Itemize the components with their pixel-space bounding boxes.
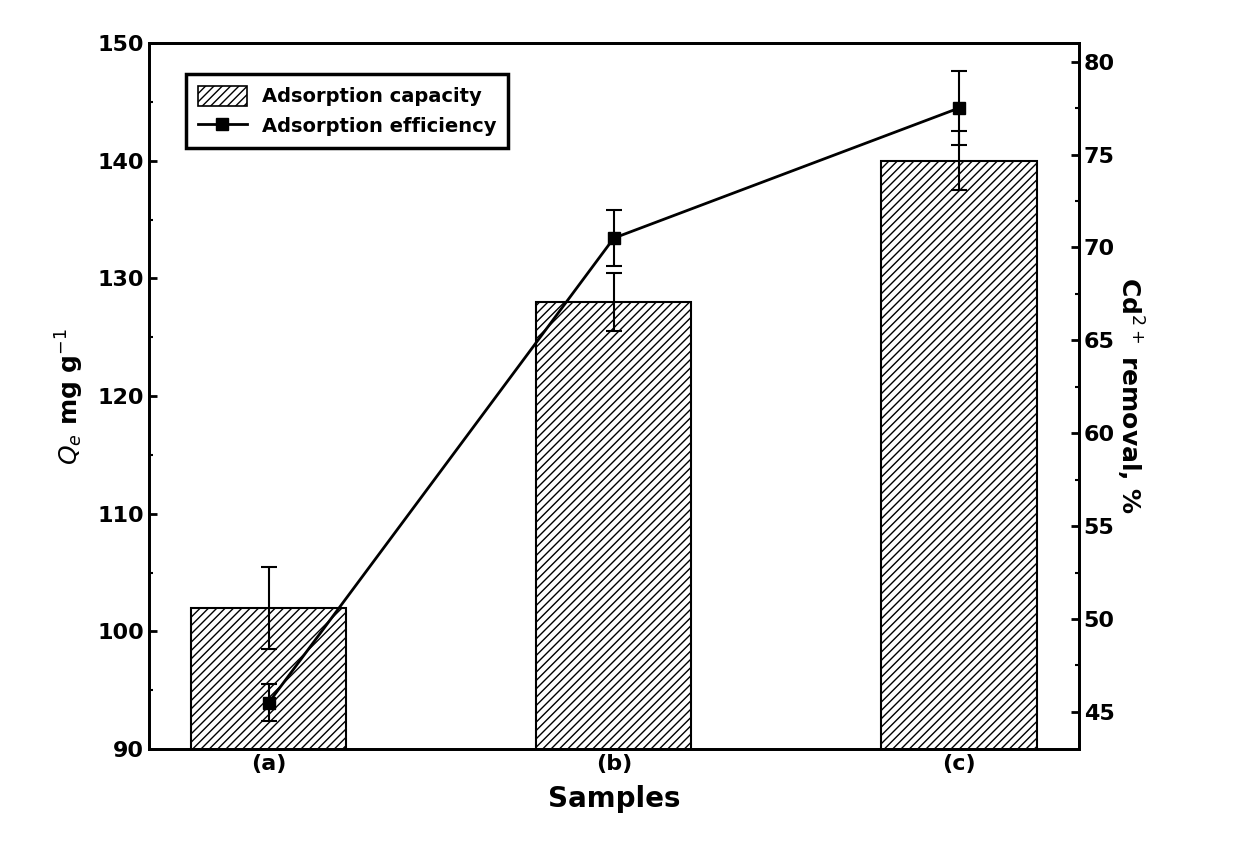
Y-axis label: Cd$^{2+}$ removal, %: Cd$^{2+}$ removal, % [1115,277,1146,515]
Bar [536,302,692,861]
Y-axis label: $\mathit{Q}$$_{e}$ mg g$^{-1}$: $\mathit{Q}$$_{e}$ mg g$^{-1}$ [53,327,86,465]
X-axis label: Samples: Samples [548,785,680,813]
Bar [191,608,346,861]
Legend: Adsorption capacity, Adsorption efficiency: Adsorption capacity, Adsorption efficien… [186,74,508,148]
Bar [882,161,1037,861]
